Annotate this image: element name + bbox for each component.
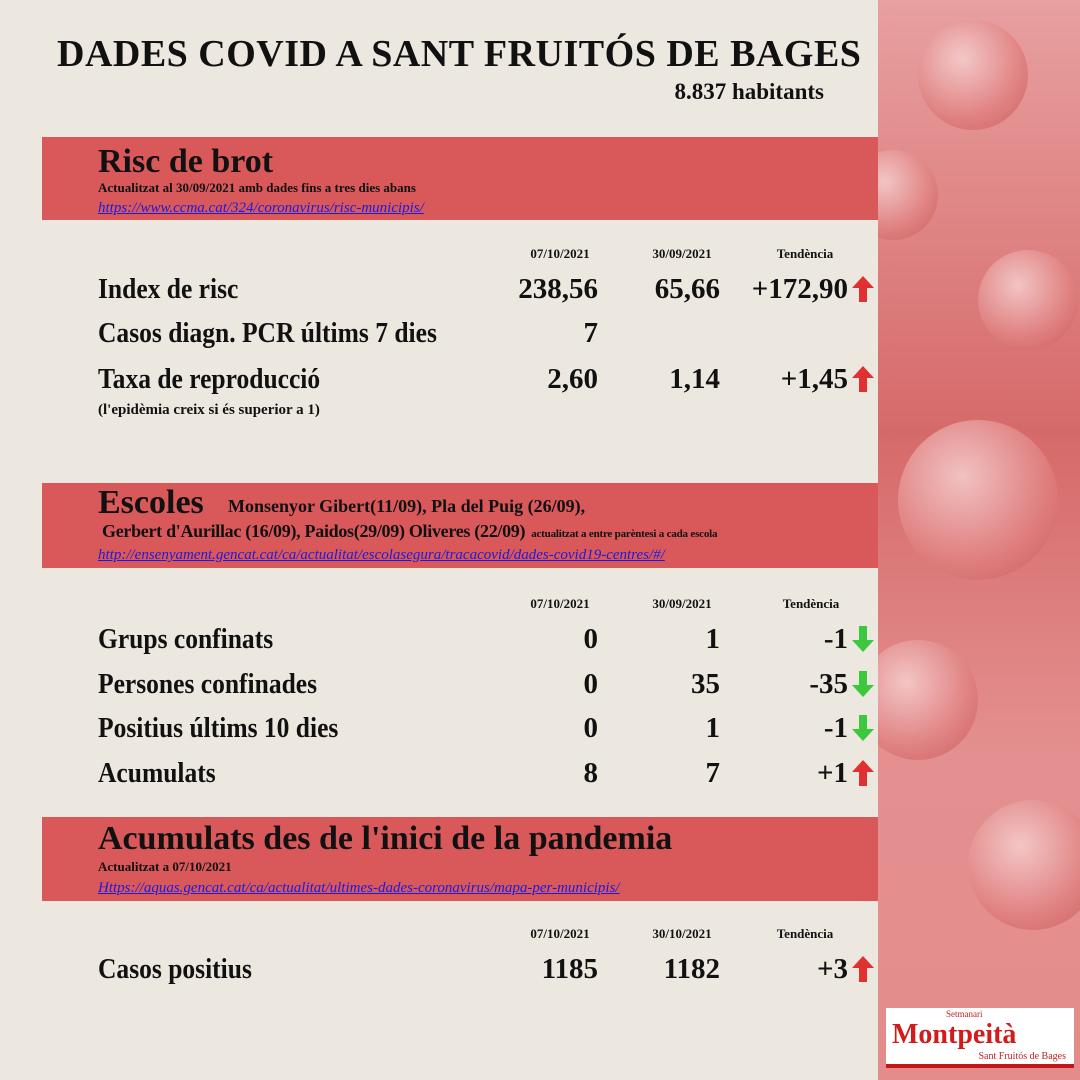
risc-header-band [42, 137, 878, 220]
value-previous: 1 [705, 623, 721, 655]
virus-background-image [878, 0, 1080, 1080]
arrow-up-icon [852, 366, 874, 392]
arrow-down-icon [852, 626, 874, 652]
value-previous: 35 [691, 668, 720, 700]
value-previous: 7 [705, 757, 721, 789]
value-previous: 1 [705, 712, 721, 744]
acumulats-updated: Actualitzat a 07/10/2021 [98, 859, 232, 874]
trend-value: +3 [816, 953, 848, 985]
page-title: DADES COVID A SANT FRUITÓS DE BAGES [57, 33, 862, 75]
value-current: 0 [583, 712, 599, 744]
col-date2: 30/09/2021 [652, 246, 712, 261]
col-date1: 07/10/2021 [530, 926, 590, 941]
row-label: Persones confinades [98, 668, 318, 700]
row-label: Acumulats [98, 757, 216, 789]
logo-sub: Sant Fruitós de Bages [978, 1051, 1067, 1062]
row-label: Index de risc [98, 273, 239, 305]
value-previous: 65,66 [654, 273, 720, 305]
escoles-schools-line1: Monsenyor Gibert(11/09), Pla del Puig (2… [228, 496, 586, 516]
risc-heading: Risc de brot [98, 143, 274, 180]
row-label: Casos diagn. PCR últims 7 dies [98, 317, 437, 349]
value-current: 0 [583, 668, 599, 700]
population: 8.837 habitants [674, 79, 824, 104]
col-date2: 30/09/2021 [652, 596, 712, 611]
escoles-heading: Escoles [98, 484, 204, 521]
row-label: Grups confinats [98, 623, 274, 655]
trend-value: -35 [809, 668, 848, 700]
value-previous: 1,14 [669, 363, 720, 395]
col-date2: 30/10/2021 [652, 926, 712, 941]
col-trend: Tendència [776, 246, 834, 261]
row-label: Positius últims 10 dies [98, 712, 339, 744]
trend-value: +1 [816, 757, 848, 789]
value-current: 2,60 [547, 363, 598, 395]
value-current: 238,56 [518, 273, 598, 305]
row-label: Taxa de reproducció [98, 363, 321, 395]
row-label: Casos positius [98, 953, 252, 985]
arrow-up-icon [852, 276, 874, 302]
logo-top: Setmanari [946, 1009, 983, 1019]
escoles-link[interactable]: http://ensenyament.gencat.cat/ca/actuali… [98, 547, 665, 563]
escoles-updated: actualitzat a entre parèntesi a cada esc… [531, 528, 718, 540]
escoles-schools-line2-row: Gerbert d'Aurillac (16/09), Paidos(29/09… [102, 521, 718, 542]
value-current: 7 [583, 317, 599, 349]
col-trend: Tendència [782, 596, 840, 611]
risc-link[interactable]: https://www.ccma.cat/324/coronavirus/ris… [98, 200, 424, 216]
logo-name: Montpeità [892, 1019, 1017, 1050]
value-previous: 1182 [663, 953, 720, 985]
col-date1: 07/10/2021 [530, 596, 590, 611]
acumulats-link[interactable]: Https://aquas.gencat.cat/ca/actualitat/u… [98, 880, 620, 896]
montpeita-logo: Setmanari Montpeità Sant Fruitós de Bage… [886, 1008, 1074, 1068]
escoles-header-band [42, 483, 878, 568]
acumulats-header-band [42, 817, 878, 901]
escoles-schools-line2: Gerbert d'Aurillac (16/09), Paidos(29/09… [102, 521, 526, 541]
col-date1: 07/10/2021 [530, 246, 590, 261]
value-current: 1185 [541, 953, 598, 985]
risc-note: (l'epidèmia creix si és superior a 1) [98, 402, 320, 418]
arrow-up-icon [852, 760, 874, 786]
acumulats-heading: Acumulats des de l'inici de la pandemia [98, 820, 673, 857]
trend-value: -1 [823, 712, 848, 744]
arrow-up-icon [852, 956, 874, 982]
trend-value: -1 [823, 623, 848, 655]
col-trend: Tendència [776, 926, 834, 941]
arrow-down-icon [852, 715, 874, 741]
trend-value: +1,45 [780, 363, 848, 395]
risc-updated: Actualitzat al 30/09/2021 amb dades fins… [98, 180, 416, 195]
trend-value: +172,90 [751, 273, 848, 305]
value-current: 8 [583, 757, 599, 789]
arrow-down-icon [852, 671, 874, 697]
value-current: 0 [583, 623, 599, 655]
